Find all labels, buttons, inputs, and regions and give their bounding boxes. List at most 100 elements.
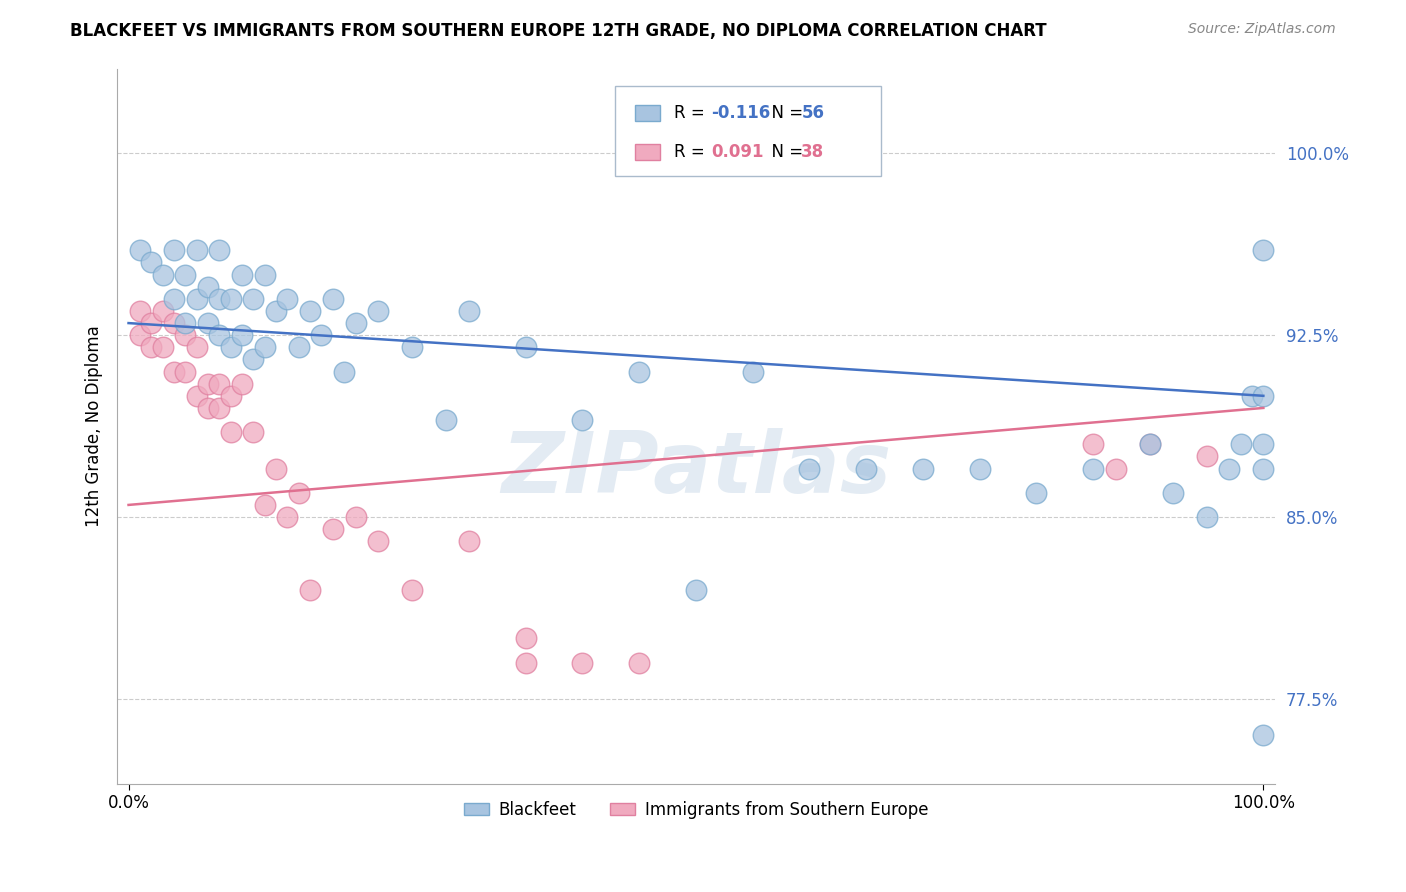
Point bbox=[1229, 437, 1251, 451]
Text: N =: N = bbox=[761, 104, 808, 122]
Text: 56: 56 bbox=[801, 104, 824, 122]
Point bbox=[186, 389, 208, 403]
Point bbox=[344, 316, 367, 330]
Point bbox=[197, 376, 219, 391]
Point bbox=[208, 244, 231, 258]
Point bbox=[322, 522, 344, 536]
Y-axis label: 12th Grade, No Diploma: 12th Grade, No Diploma bbox=[86, 326, 103, 527]
Point bbox=[299, 304, 322, 318]
Point bbox=[208, 401, 231, 415]
Point bbox=[128, 328, 150, 343]
Point bbox=[163, 316, 186, 330]
Text: R =: R = bbox=[673, 104, 710, 122]
Point bbox=[264, 304, 287, 318]
Point bbox=[253, 268, 276, 282]
Point bbox=[141, 255, 163, 269]
Legend: Blackfeet, Immigrants from Southern Europe: Blackfeet, Immigrants from Southern Euro… bbox=[457, 794, 935, 825]
Point bbox=[208, 292, 231, 306]
Point bbox=[515, 656, 537, 670]
Point bbox=[242, 425, 264, 440]
Point bbox=[299, 582, 322, 597]
Point bbox=[628, 656, 651, 670]
Point bbox=[367, 304, 389, 318]
Point bbox=[276, 510, 298, 524]
Point bbox=[174, 268, 197, 282]
Point bbox=[128, 244, 150, 258]
Point bbox=[174, 328, 197, 343]
Point bbox=[163, 292, 186, 306]
Point bbox=[152, 340, 174, 354]
Point bbox=[1253, 244, 1275, 258]
Point bbox=[141, 340, 163, 354]
Text: BLACKFEET VS IMMIGRANTS FROM SOUTHERN EUROPE 12TH GRADE, NO DIPLOMA CORRELATION : BLACKFEET VS IMMIGRANTS FROM SOUTHERN EU… bbox=[70, 22, 1047, 40]
Point bbox=[231, 376, 253, 391]
Point bbox=[219, 340, 242, 354]
Point bbox=[1253, 461, 1275, 475]
Point bbox=[628, 365, 651, 379]
FancyBboxPatch shape bbox=[614, 87, 882, 176]
Point bbox=[515, 340, 537, 354]
Point bbox=[287, 340, 309, 354]
Point bbox=[1218, 461, 1240, 475]
Text: 38: 38 bbox=[801, 143, 824, 161]
Point bbox=[219, 425, 242, 440]
Point bbox=[253, 340, 276, 354]
Bar bbox=[634, 144, 659, 160]
Point bbox=[287, 485, 309, 500]
Text: R =: R = bbox=[673, 143, 710, 161]
Point bbox=[1139, 437, 1161, 451]
Bar bbox=[634, 105, 659, 121]
Point bbox=[141, 316, 163, 330]
Point bbox=[401, 582, 423, 597]
Point bbox=[219, 389, 242, 403]
Point bbox=[231, 268, 253, 282]
Point bbox=[152, 268, 174, 282]
Point bbox=[1161, 485, 1184, 500]
Point bbox=[1081, 437, 1104, 451]
Point bbox=[322, 292, 344, 306]
Point bbox=[186, 292, 208, 306]
Point bbox=[458, 534, 481, 549]
Point bbox=[571, 656, 593, 670]
Point bbox=[1240, 389, 1263, 403]
Point bbox=[276, 292, 298, 306]
Point bbox=[1253, 728, 1275, 742]
Point bbox=[242, 292, 264, 306]
Text: -0.116: -0.116 bbox=[711, 104, 770, 122]
Text: N =: N = bbox=[761, 143, 808, 161]
Point bbox=[197, 401, 219, 415]
Point bbox=[1139, 437, 1161, 451]
Text: ZIPatlas: ZIPatlas bbox=[501, 427, 891, 510]
Point bbox=[1105, 461, 1128, 475]
Point bbox=[1253, 437, 1275, 451]
Point bbox=[231, 328, 253, 343]
Point bbox=[174, 365, 197, 379]
Point bbox=[571, 413, 593, 427]
Point bbox=[163, 244, 186, 258]
Point bbox=[152, 304, 174, 318]
Point bbox=[855, 461, 877, 475]
Point bbox=[1081, 461, 1104, 475]
Point bbox=[911, 461, 934, 475]
Point bbox=[1195, 450, 1218, 464]
Point bbox=[344, 510, 367, 524]
Point bbox=[208, 376, 231, 391]
Point bbox=[253, 498, 276, 512]
Point bbox=[128, 304, 150, 318]
Point bbox=[163, 365, 186, 379]
Point bbox=[401, 340, 423, 354]
Point bbox=[515, 632, 537, 646]
Point bbox=[219, 292, 242, 306]
Point bbox=[685, 582, 707, 597]
Point bbox=[1195, 510, 1218, 524]
Point bbox=[799, 461, 821, 475]
Point bbox=[434, 413, 457, 427]
Point bbox=[367, 534, 389, 549]
Point bbox=[1253, 389, 1275, 403]
Point bbox=[197, 279, 219, 293]
Point bbox=[242, 352, 264, 367]
Point bbox=[264, 461, 287, 475]
Point bbox=[1025, 485, 1047, 500]
Point bbox=[741, 365, 763, 379]
Point bbox=[458, 304, 481, 318]
